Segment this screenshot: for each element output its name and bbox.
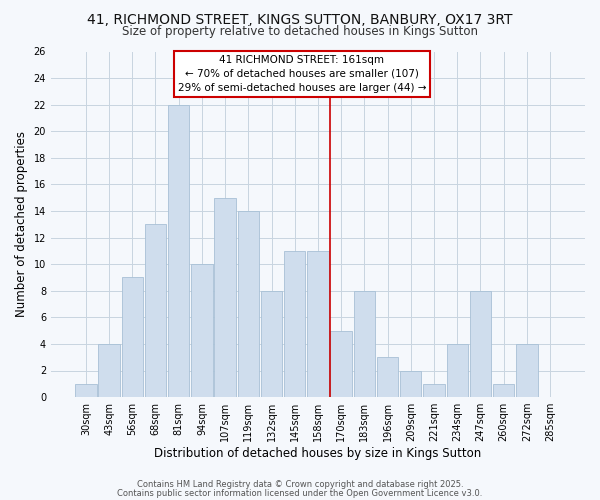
Bar — [354, 291, 375, 397]
Bar — [98, 344, 120, 397]
Text: 41 RICHMOND STREET: 161sqm
← 70% of detached houses are smaller (107)
29% of sem: 41 RICHMOND STREET: 161sqm ← 70% of deta… — [178, 55, 426, 93]
X-axis label: Distribution of detached houses by size in Kings Sutton: Distribution of detached houses by size … — [154, 447, 482, 460]
Bar — [516, 344, 538, 397]
Text: 41, RICHMOND STREET, KINGS SUTTON, BANBURY, OX17 3RT: 41, RICHMOND STREET, KINGS SUTTON, BANBU… — [87, 12, 513, 26]
Bar — [470, 291, 491, 397]
Text: Contains public sector information licensed under the Open Government Licence v3: Contains public sector information licen… — [118, 488, 482, 498]
Bar — [331, 330, 352, 397]
Text: Contains HM Land Registry data © Crown copyright and database right 2025.: Contains HM Land Registry data © Crown c… — [137, 480, 463, 489]
Bar — [191, 264, 212, 397]
Bar — [377, 357, 398, 397]
Bar — [261, 291, 282, 397]
Bar — [168, 104, 190, 397]
Bar — [307, 251, 329, 397]
Bar — [122, 278, 143, 397]
Bar — [145, 224, 166, 397]
Bar — [493, 384, 514, 397]
Y-axis label: Number of detached properties: Number of detached properties — [15, 132, 28, 318]
Bar — [446, 344, 468, 397]
Bar — [284, 251, 305, 397]
Text: Size of property relative to detached houses in Kings Sutton: Size of property relative to detached ho… — [122, 25, 478, 38]
Bar — [400, 370, 421, 397]
Bar — [214, 198, 236, 397]
Bar — [238, 211, 259, 397]
Bar — [424, 384, 445, 397]
Bar — [75, 384, 97, 397]
